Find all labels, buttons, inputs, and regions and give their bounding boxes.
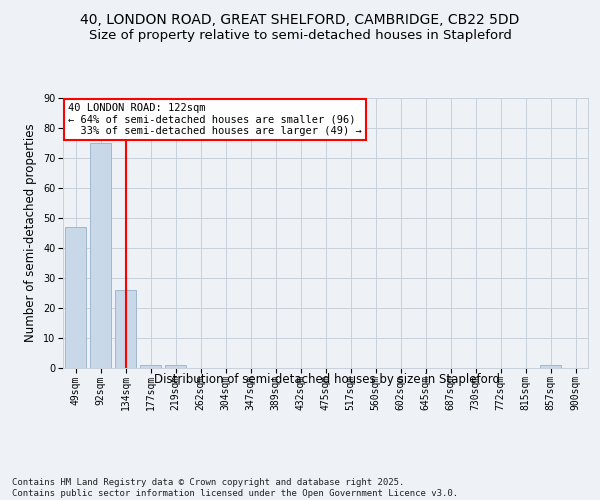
Bar — [90, 142, 111, 368]
Text: Size of property relative to semi-detached houses in Stapleford: Size of property relative to semi-detach… — [89, 29, 511, 42]
Text: 40, LONDON ROAD, GREAT SHELFORD, CAMBRIDGE, CB22 5DD: 40, LONDON ROAD, GREAT SHELFORD, CAMBRID… — [80, 12, 520, 26]
Bar — [540, 364, 561, 368]
Bar — [165, 364, 186, 368]
Text: 40 LONDON ROAD: 122sqm
← 64% of semi-detached houses are smaller (96)
  33% of s: 40 LONDON ROAD: 122sqm ← 64% of semi-det… — [68, 103, 362, 136]
Y-axis label: Number of semi-detached properties: Number of semi-detached properties — [25, 123, 37, 342]
Text: Contains HM Land Registry data © Crown copyright and database right 2025.
Contai: Contains HM Land Registry data © Crown c… — [12, 478, 458, 498]
Bar — [140, 364, 161, 368]
Bar — [65, 226, 86, 368]
Text: Distribution of semi-detached houses by size in Stapleford: Distribution of semi-detached houses by … — [154, 372, 500, 386]
Bar — [115, 290, 136, 368]
